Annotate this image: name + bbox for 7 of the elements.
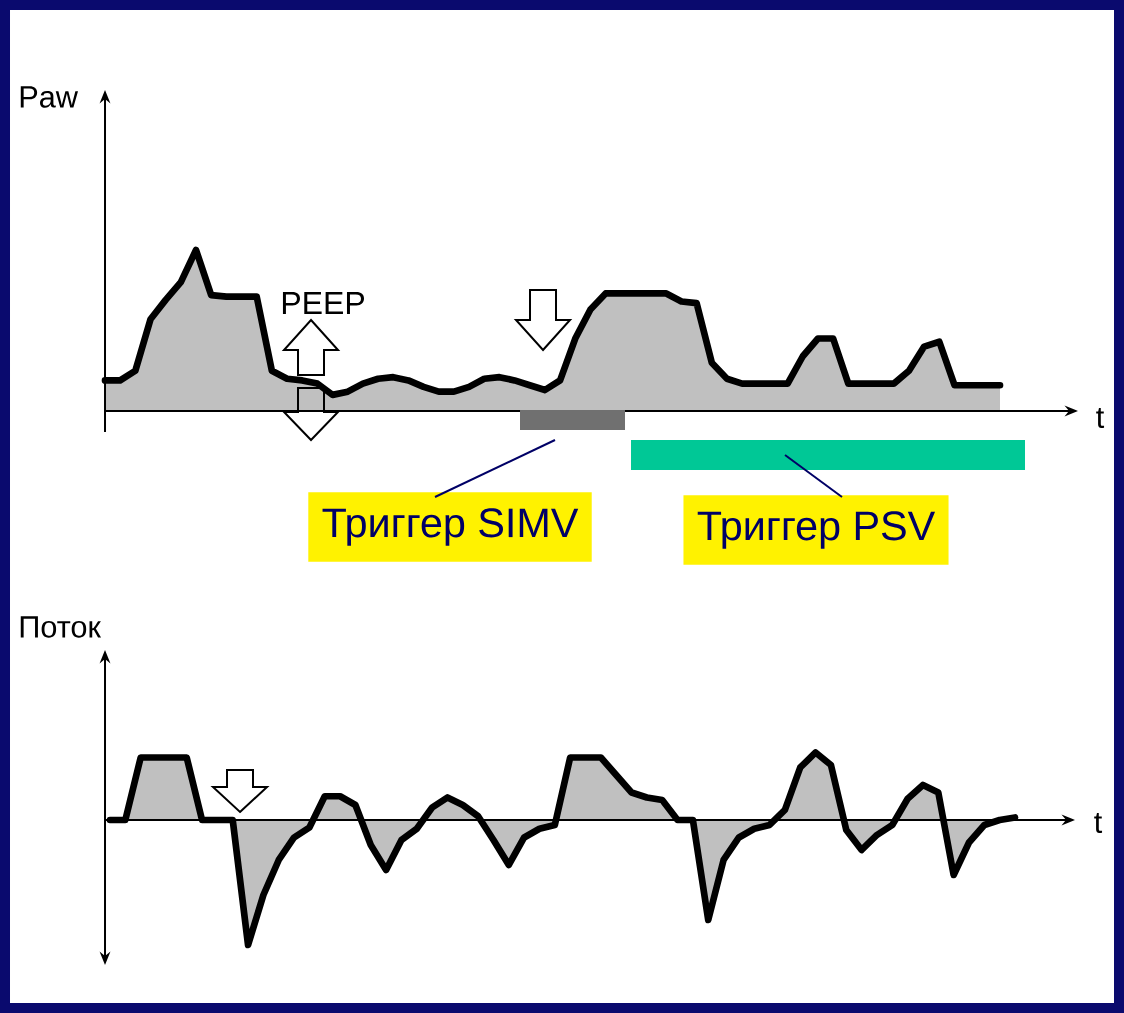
annotation: PEEP — [282, 291, 365, 314]
y-axis-title: Поток — [20, 616, 102, 638]
text: Триггер SIMV — [322, 508, 579, 546]
x-axis-title: t — [1096, 407, 1105, 429]
y-axis-title: Paw — [20, 86, 79, 108]
text: Триггер PSV — [697, 511, 936, 549]
x-axis-title: t — [1094, 812, 1103, 834]
